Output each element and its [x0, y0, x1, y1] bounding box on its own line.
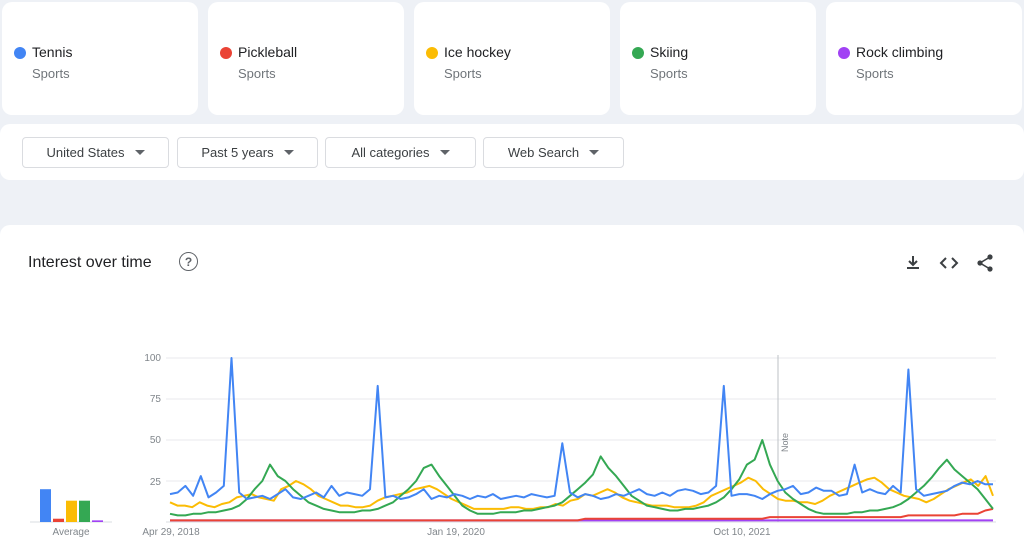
average-label: Average	[52, 527, 90, 537]
download-icon[interactable]	[903, 253, 923, 273]
search-type-dropdown[interactable]: Web Search	[483, 137, 624, 168]
term-card-ice-hockey[interactable]: Ice hockey Sports	[414, 2, 610, 115]
y-tick-100: 100	[144, 353, 161, 364]
category-label: All categories	[351, 145, 430, 160]
term-category: Sports	[238, 66, 276, 81]
x-tick-1: Apr 29, 2018	[142, 527, 200, 537]
caret-down-icon	[134, 150, 145, 155]
panel-title: Interest over time	[28, 254, 152, 271]
code-icon[interactable]	[939, 253, 959, 273]
series-color-dot	[632, 47, 644, 59]
time-range-dropdown[interactable]: Past 5 years	[177, 137, 318, 168]
series-line-skiing[interactable]	[169, 439, 994, 517]
average-bar-rock-climbing[interactable]	[92, 520, 103, 522]
help-circle-icon[interactable]: ?	[179, 252, 198, 271]
series-line-tennis[interactable]	[169, 357, 993, 500]
term-card-pickleball[interactable]: Pickleball Sports	[208, 2, 404, 115]
series-color-dot	[426, 47, 438, 59]
term-category: Sports	[856, 66, 894, 81]
caret-down-icon	[283, 150, 294, 155]
y-gridlines	[166, 357, 996, 523]
term-name: Skiing	[650, 44, 689, 60]
x-tick-3: Oct 10, 2021	[713, 527, 771, 537]
series-color-dot	[14, 47, 26, 59]
x-tick-2: Jan 19, 2020	[427, 527, 485, 537]
term-name: Pickleball	[238, 44, 298, 60]
average-bar-ice-hockey[interactable]	[66, 500, 77, 522]
term-name: Ice hockey	[444, 44, 511, 60]
term-card-tennis[interactable]: Tennis Sports	[2, 2, 198, 115]
category-dropdown[interactable]: All categories	[325, 137, 476, 168]
y-tick-25: 25	[150, 477, 162, 488]
term-category: Sports	[444, 66, 482, 81]
average-bars	[40, 489, 103, 522]
series-lines	[169, 357, 994, 522]
term-category: Sports	[650, 66, 688, 81]
term-card-rock-climbing[interactable]: Rock climbing Sports	[826, 2, 1022, 115]
series-color-dot	[220, 47, 232, 59]
filter-bar: United States Past 5 years All categorie…	[0, 124, 1024, 180]
term-name: Tennis	[32, 44, 73, 60]
average-bar-tennis[interactable]	[40, 489, 51, 522]
time-range-label: Past 5 years	[201, 145, 274, 160]
y-tick-75: 75	[150, 394, 162, 405]
average-bar-skiing[interactable]	[79, 500, 90, 522]
interest-chart: 100 75 50 25 Note Apr 29, 2018 Jan 19, 2…	[30, 353, 996, 537]
note-label[interactable]: Note	[780, 433, 790, 452]
series-line-pickleball[interactable]	[170, 507, 994, 522]
caret-down-icon	[439, 150, 450, 155]
compare-terms-row: Tennis Sports Pickleball Sports Ice hock…	[0, 0, 1024, 118]
region-dropdown[interactable]: United States	[22, 137, 169, 168]
region-label: United States	[46, 145, 125, 160]
term-category: Sports	[32, 66, 70, 81]
average-bar-pickleball[interactable]	[53, 518, 64, 522]
search-type-label: Web Search	[507, 145, 580, 160]
series-color-dot	[838, 47, 850, 59]
y-tick-50: 50	[150, 435, 162, 446]
share-icon[interactable]	[975, 253, 995, 273]
term-name: Rock climbing	[856, 44, 944, 60]
term-card-skiing[interactable]: Skiing Sports	[620, 2, 816, 115]
caret-down-icon	[589, 150, 600, 155]
